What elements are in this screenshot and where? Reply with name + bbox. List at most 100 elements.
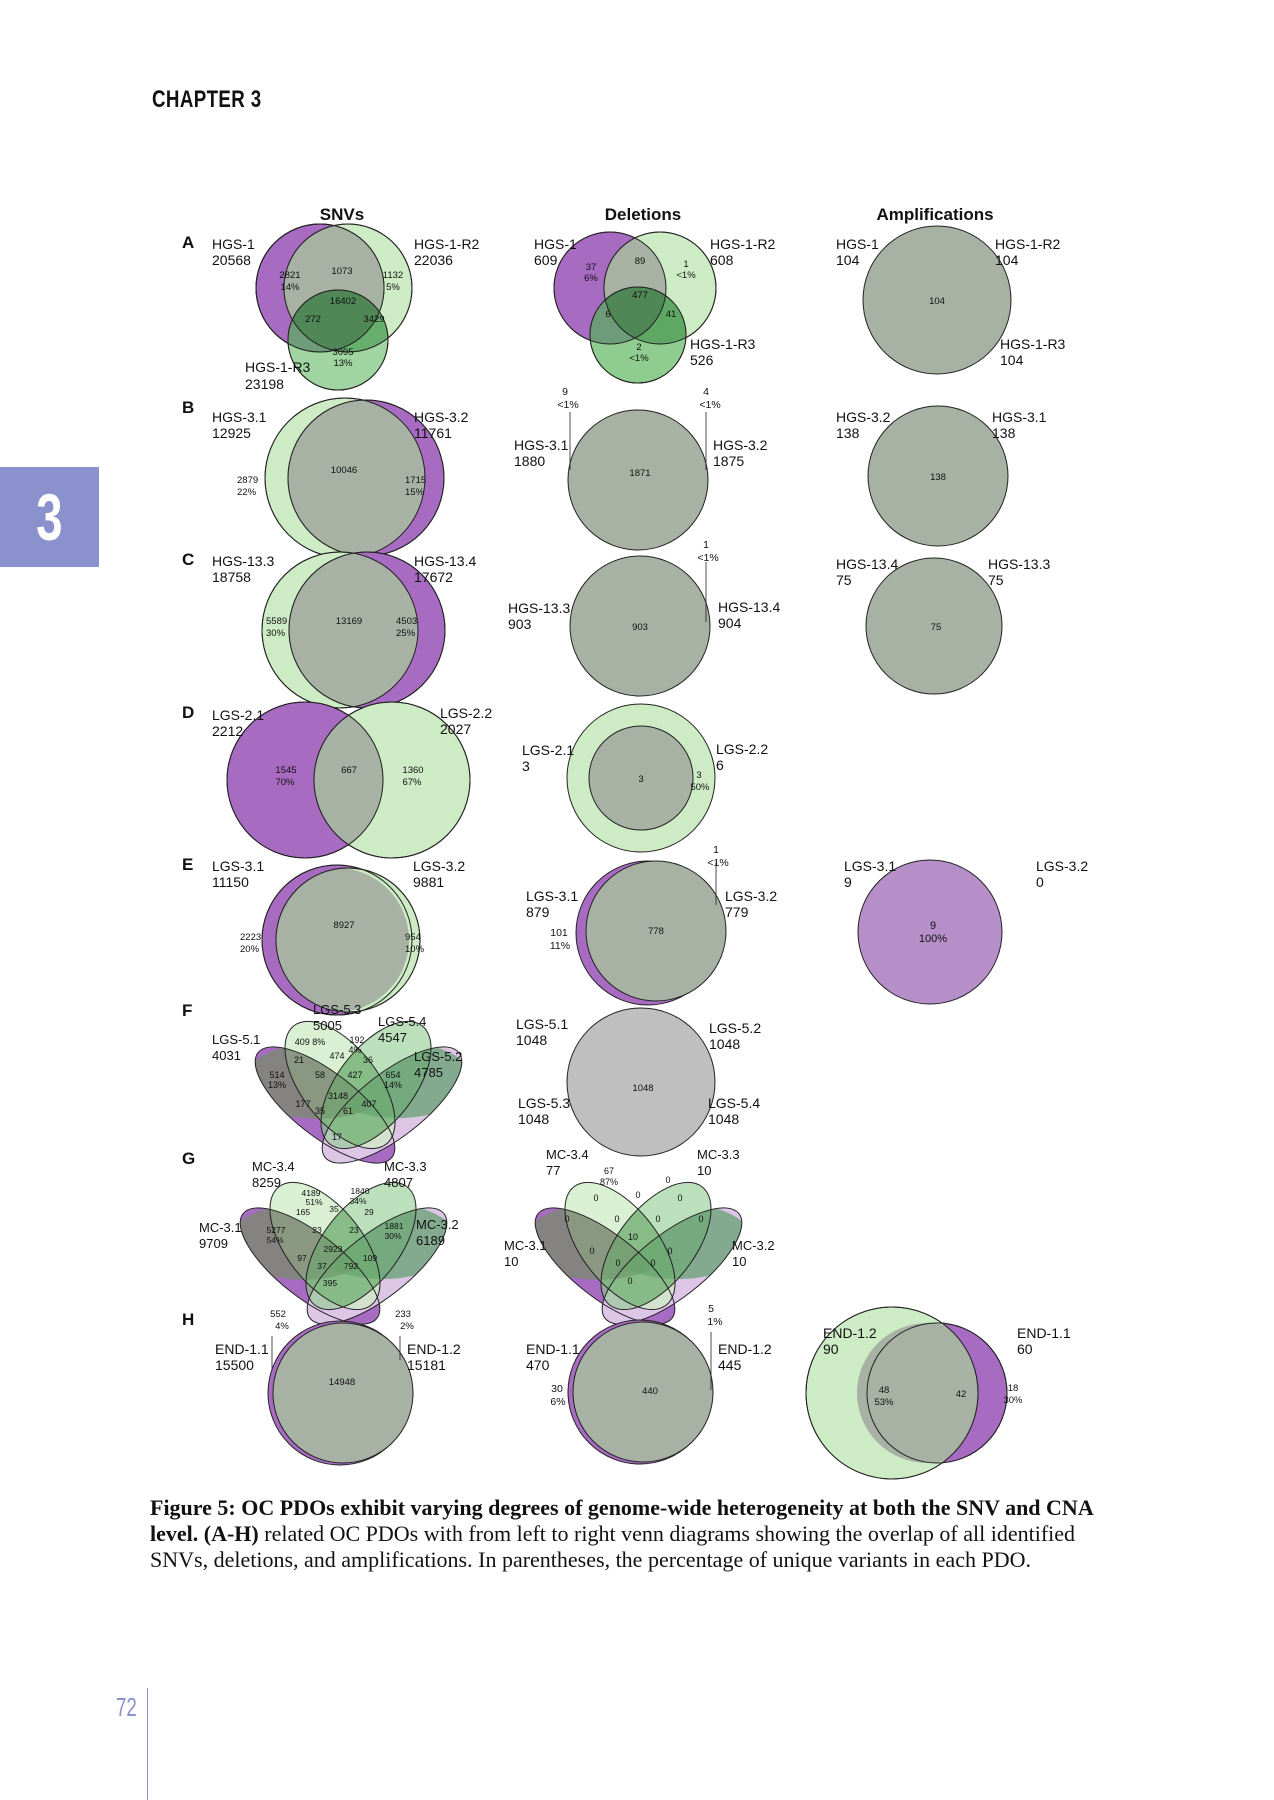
value-f-snv-v9: 654 xyxy=(385,1070,400,1080)
label-d-snv-l: LGS-2.1 xyxy=(212,707,264,723)
count-f-snv-a: 4031 xyxy=(212,1048,241,1063)
label-g-del-d: MC-3.2 xyxy=(732,1238,775,1253)
value-h-amp-c: 42 xyxy=(956,1389,967,1400)
value-g-snv-v12: 109 xyxy=(363,1253,377,1263)
value-g-snv-v6p: 54% xyxy=(266,1235,283,1245)
column-header-deletions: Deletions xyxy=(605,205,682,224)
value-f-snv-v3: 21 xyxy=(294,1055,304,1065)
value-g-snv-v9p: 30% xyxy=(384,1231,401,1241)
count-h-amp-l: 90 xyxy=(823,1341,839,1357)
value-g-del-v9: 0 xyxy=(698,1214,703,1224)
count-f-del-a: 1048 xyxy=(516,1032,547,1048)
value-b-snv-lp: 22% xyxy=(237,487,257,498)
value-f-snv-v10: 3148 xyxy=(328,1091,348,1101)
count-f-snv-c: 4547 xyxy=(378,1030,407,1045)
label-e-del-l: LGS-3.1 xyxy=(526,888,578,904)
label-c-snv-r: HGS-13.4 xyxy=(414,553,476,569)
label-e-del-r: LGS-3.2 xyxy=(725,888,777,904)
venn-b-amplifications: HGS-3.2 138 HGS-3.1 138 138 xyxy=(836,405,1047,547)
count-d-del-r: 6 xyxy=(716,757,724,773)
venn-a-deletions: HGS-1 609 HGS-1-R2 608 HGS-1-R3 526 37 6… xyxy=(534,231,776,384)
value-c-snv-c: 13169 xyxy=(336,616,362,627)
value-a-del-u2: 1 xyxy=(683,259,688,270)
count-h-snv-r: 15181 xyxy=(407,1357,446,1373)
count-g-snv-b: 4807 xyxy=(384,1175,413,1190)
count-a-amp-s3: 104 xyxy=(1000,352,1024,368)
value-h-amp-rp: 30% xyxy=(1003,1395,1023,1406)
caption-panel-range: (A-H) xyxy=(203,1521,259,1546)
value-g-snv-v14: 792 xyxy=(344,1261,358,1271)
label-d-del-r: LGS-2.2 xyxy=(716,741,768,757)
value-b-del-c: 1871 xyxy=(629,468,650,479)
label-c-amp-r: HGS-13.3 xyxy=(988,556,1050,572)
value-g-del-v1p: 87% xyxy=(600,1177,618,1187)
count-a-del-s1: 609 xyxy=(534,252,558,268)
row-letter-a: A xyxy=(182,233,194,252)
count-g-del-b: 10 xyxy=(697,1163,711,1178)
count-d-del-l: 3 xyxy=(522,758,530,774)
value-f-del-c: 1048 xyxy=(632,1083,653,1094)
label-a-amp-s2: HGS-1-R2 xyxy=(995,236,1061,252)
count-g-del-d: 10 xyxy=(732,1254,746,1269)
count-d-snv-l: 2212 xyxy=(212,723,243,739)
venn-e-snv: LGS-3.1 11150 LGS-3.2 9881 8927 2223 20%… xyxy=(212,858,465,1016)
value-c-del-rp: <1% xyxy=(697,552,718,564)
value-h-snv-lp: 4% xyxy=(275,1321,289,1332)
value-f-snv-v12: 407 xyxy=(361,1099,376,1109)
value-f-snv-v14: 61 xyxy=(343,1106,353,1116)
value-f-snv-v5: 36 xyxy=(363,1055,373,1065)
value-f-snv-v11: 177 xyxy=(295,1099,310,1109)
count-h-snv-l: 15500 xyxy=(215,1357,254,1373)
value-b-del-ru: 4 xyxy=(703,386,709,398)
value-g-snv-v7: 23 xyxy=(312,1225,322,1235)
value-b-del-rp: <1% xyxy=(699,399,720,411)
label-b-snv-l: HGS-3.1 xyxy=(212,409,267,425)
value-c-snv-lp: 30% xyxy=(266,628,286,639)
value-g-snv-v1: 4189 xyxy=(302,1188,321,1198)
value-e-del-lp: 11% xyxy=(550,940,570,952)
value-e-snv-ru: 954 xyxy=(405,932,421,943)
value-h-snv-lu: 552 xyxy=(270,1309,286,1320)
label-b-amp-l: HGS-3.2 xyxy=(836,409,891,425)
value-h-amp-lp: 53% xyxy=(874,1397,894,1408)
value-a-del-u23: 41 xyxy=(666,309,677,320)
value-c-snv-ru: 4503 xyxy=(396,616,417,627)
count-b-amp-r: 138 xyxy=(992,425,1016,441)
value-f-snv-v1: 409 8% xyxy=(295,1037,326,1047)
value-h-amp-ru: 18 xyxy=(1008,1383,1019,1394)
column-header-amplifications: Amplifications xyxy=(876,205,993,224)
label-a-snv-s3: HGS-1-R3 xyxy=(245,359,311,375)
count-c-amp-r: 75 xyxy=(988,572,1004,588)
label-g-del-a: MC-3.4 xyxy=(546,1147,589,1162)
value-c-amp-c: 75 xyxy=(931,622,942,633)
count-a-amp-s2: 104 xyxy=(995,252,1019,268)
count-h-del-l: 470 xyxy=(526,1357,550,1373)
venn-e-deletions: LGS-3.1 879 LGS-3.2 779 1 <1% 101 11% 77… xyxy=(526,844,777,1006)
row-letter-f: F xyxy=(182,1001,192,1020)
value-c-del-c: 903 xyxy=(632,622,648,633)
label-a-amp-s1: HGS-1 xyxy=(836,236,879,252)
value-d-snv-c: 667 xyxy=(341,765,357,776)
value-d-snv-rp: 67% xyxy=(402,777,422,788)
count-a-del-s3: 526 xyxy=(690,352,714,368)
label-f-del-a: LGS-5.1 xyxy=(516,1016,568,1032)
value-g-del-v12: 0 xyxy=(667,1246,672,1256)
value-a-del-c: 477 xyxy=(632,290,648,301)
value-a-snv-p1: 14% xyxy=(280,282,300,293)
count-e-del-r: 779 xyxy=(725,904,749,920)
page-number-rule xyxy=(147,1688,148,1800)
label-c-snv-l: HGS-13.3 xyxy=(212,553,274,569)
venn-h-amplifications: END-1.2 90 END-1.1 60 48 53% 42 18 30% xyxy=(805,1306,1071,1480)
value-e-del-rp: <1% xyxy=(707,857,728,869)
label-g-del-c: MC-3.1 xyxy=(504,1238,547,1253)
chapter-side-tab: 3 xyxy=(0,467,99,567)
value-h-del-lp: 6% xyxy=(550,1396,565,1408)
venn-c-amplifications: HGS-13.4 75 HGS-13.3 75 75 xyxy=(836,556,1050,695)
count-a-del-s2: 608 xyxy=(710,252,734,268)
value-e-snv-lp: 20% xyxy=(240,944,260,955)
value-c-snv-lu: 5589 xyxy=(266,616,287,627)
label-h-del-r: END-1.2 xyxy=(718,1341,772,1357)
label-c-del-l: HGS-13.3 xyxy=(508,600,570,616)
value-a-snv-c: 16402 xyxy=(330,296,356,307)
label-b-del-l: HGS-3.1 xyxy=(514,437,569,453)
